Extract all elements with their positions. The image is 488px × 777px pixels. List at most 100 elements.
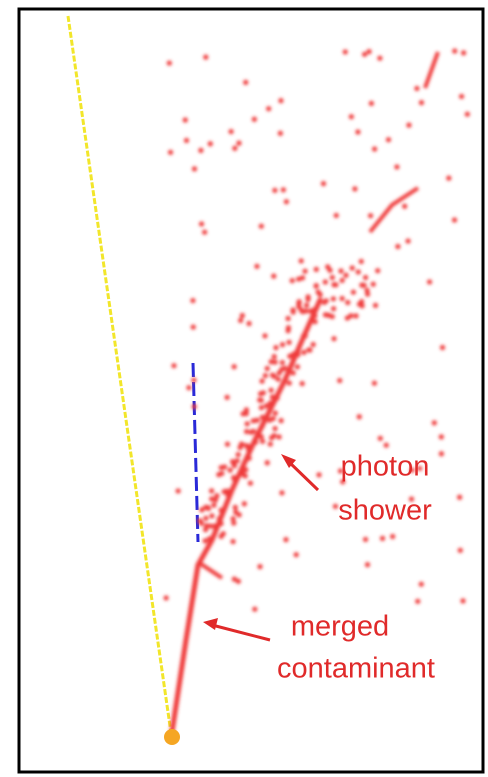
hit — [218, 520, 224, 527]
hit — [207, 523, 214, 529]
hit — [298, 258, 304, 264]
hit — [332, 503, 339, 509]
hit — [236, 512, 242, 518]
hit — [253, 439, 259, 445]
hit — [273, 345, 279, 351]
photon-annotation: photon shower — [281, 451, 432, 527]
hit — [385, 137, 392, 143]
hit — [244, 421, 250, 427]
hit — [446, 175, 452, 181]
hit — [202, 229, 208, 235]
hit — [237, 444, 243, 451]
hit — [238, 317, 244, 324]
hit — [342, 49, 348, 55]
hit — [368, 100, 374, 106]
hit — [218, 514, 224, 520]
hit — [190, 324, 196, 330]
hit — [231, 576, 237, 582]
hit — [259, 378, 265, 384]
arrow-shaft — [286, 459, 320, 492]
hit — [286, 380, 292, 386]
hit — [383, 442, 389, 448]
hit — [349, 265, 355, 271]
hit — [304, 302, 310, 308]
hit — [364, 562, 371, 568]
hit — [329, 313, 335, 320]
vertex — [164, 729, 180, 745]
hit — [258, 405, 264, 411]
hit — [271, 273, 277, 279]
hit — [271, 353, 277, 360]
hit — [352, 186, 358, 192]
hit — [224, 394, 230, 400]
hit — [274, 395, 280, 401]
hit — [379, 535, 386, 541]
hit — [182, 117, 188, 123]
hit — [457, 494, 463, 500]
hit — [310, 341, 316, 348]
hit — [221, 489, 227, 495]
hit — [186, 385, 192, 391]
hit — [264, 460, 270, 466]
hit — [231, 364, 237, 370]
hit — [339, 295, 345, 302]
hit — [366, 49, 372, 55]
hit — [268, 387, 274, 393]
frame — [17, 7, 485, 774]
hit — [406, 122, 412, 128]
hit — [227, 467, 233, 473]
hit — [362, 536, 369, 543]
hit — [438, 434, 444, 440]
hit — [361, 282, 367, 288]
hit — [258, 434, 264, 440]
hits — [163, 48, 470, 735]
hit — [175, 488, 181, 494]
hit — [275, 376, 281, 382]
hit — [203, 515, 209, 521]
hit — [306, 347, 312, 353]
hit — [330, 306, 337, 312]
hit — [362, 274, 369, 281]
hit — [258, 223, 264, 229]
hit — [248, 429, 254, 435]
hit — [300, 333, 307, 339]
main-track — [169, 297, 323, 735]
hit — [370, 281, 376, 287]
hit — [272, 425, 278, 432]
hit — [166, 60, 172, 66]
hit — [199, 507, 205, 513]
hit — [232, 504, 238, 510]
hit — [212, 524, 218, 530]
hit — [405, 238, 411, 244]
hit — [356, 301, 363, 307]
hit — [246, 320, 252, 327]
hit — [269, 435, 275, 441]
hit — [296, 276, 302, 282]
hit — [337, 468, 344, 474]
hit — [311, 307, 317, 313]
hit — [243, 410, 249, 417]
hit — [361, 51, 368, 57]
arrow-shaft — [211, 623, 271, 642]
hit — [426, 279, 433, 285]
hit — [264, 365, 270, 372]
hit — [250, 418, 256, 424]
beam-track — [66, 15, 173, 734]
hit — [279, 342, 286, 348]
hit — [417, 465, 423, 472]
hit — [271, 373, 277, 379]
hit — [313, 283, 319, 289]
hit — [234, 458, 240, 464]
hit — [267, 400, 273, 406]
hit — [207, 141, 213, 147]
hit — [218, 507, 224, 513]
hit — [350, 289, 357, 295]
hit — [312, 313, 318, 319]
hit — [244, 428, 250, 435]
hit — [269, 394, 275, 400]
hit — [285, 315, 291, 322]
hit — [290, 370, 296, 376]
hit — [167, 149, 174, 155]
hit — [232, 145, 238, 151]
